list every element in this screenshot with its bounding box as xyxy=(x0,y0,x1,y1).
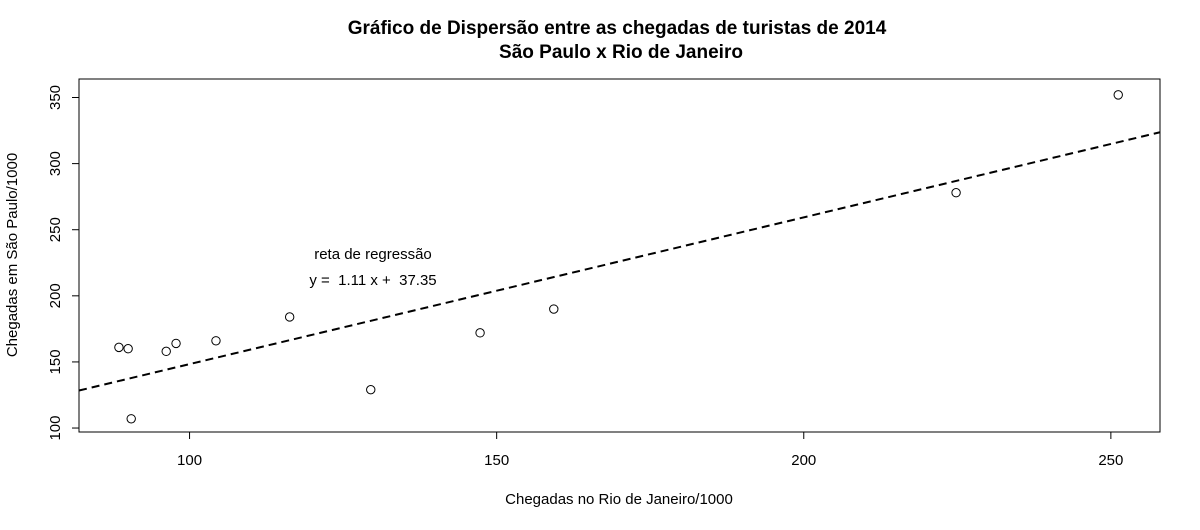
data-point xyxy=(284,312,295,322)
plot-frame xyxy=(78,78,1161,433)
y-tick-label: 300 xyxy=(47,151,64,176)
x-tick-label: 150 xyxy=(484,452,509,469)
regression-label: reta de regressão xyxy=(314,246,432,263)
data-point xyxy=(123,344,133,354)
y-axis-label: Chegadas em São Paulo/1000 xyxy=(4,153,21,357)
x-tick-label: 250 xyxy=(1098,452,1123,469)
x-tick-label: 100 xyxy=(177,452,202,469)
data-point xyxy=(171,338,181,349)
y-axis: 100 150 200 250 300 350 xyxy=(47,85,80,441)
data-points xyxy=(114,90,1123,424)
y-tick-label: 250 xyxy=(47,217,64,242)
x-axis-label: Chegadas no Rio de Janeiro/1000 xyxy=(505,491,733,508)
data-point xyxy=(475,328,485,338)
data-point xyxy=(126,414,136,424)
data-point xyxy=(1113,90,1123,100)
y-tick-label: 350 xyxy=(47,85,64,110)
chart-subtitle: São Paulo x Rio de Janeiro xyxy=(499,42,743,63)
x-tick-label: 200 xyxy=(791,452,816,469)
plot-area xyxy=(78,90,1161,424)
chart-title: Gráfico de Dispersão entre as chegadas d… xyxy=(348,18,887,39)
regression-equation: y = 1.11 x + 37.35 xyxy=(309,272,436,289)
regression-line xyxy=(78,131,1161,392)
data-point xyxy=(951,188,961,198)
data-point xyxy=(211,336,221,346)
data-point xyxy=(114,342,124,353)
y-tick-label: 150 xyxy=(47,349,64,374)
y-tick-label: 200 xyxy=(47,283,64,308)
x-axis: 100 150 200 250 xyxy=(177,431,1123,469)
data-point xyxy=(366,384,376,395)
data-point xyxy=(161,346,171,357)
data-point xyxy=(549,304,559,314)
y-tick-label: 100 xyxy=(47,416,64,441)
